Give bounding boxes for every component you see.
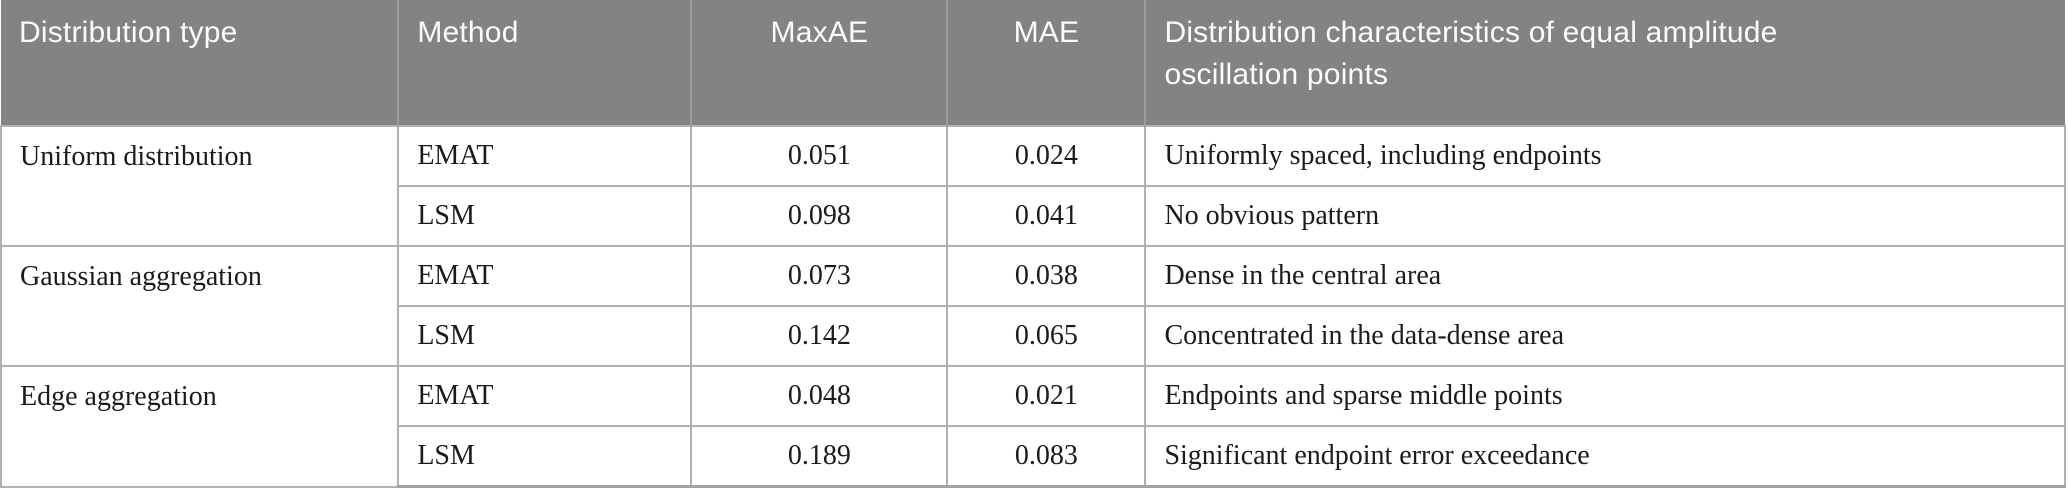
cell-distribution-type: Uniform distribution	[0, 125, 400, 247]
cell-maxae: 0.073	[690, 245, 949, 307]
cell-maxae: 0.189	[690, 425, 949, 488]
cell-method: EMAT	[397, 125, 693, 187]
cell-characteristics: No obvious pattern	[1144, 185, 2066, 247]
header-row: Distribution type Method MaxAE MAE Distr…	[1, 0, 2065, 126]
table-body: Uniform distribution EMAT 0.051 0.024 Un…	[0, 125, 2066, 488]
header-cell-method: Method	[398, 0, 693, 126]
cell-method: LSM	[397, 305, 693, 367]
cell-distribution-type: Edge aggregation	[0, 365, 400, 488]
table-row: Edge aggregation EMAT 0.048 0.021 Endpoi…	[0, 365, 2066, 488]
results-table: Distribution type Method MaxAE MAE Distr…	[0, 0, 2066, 488]
table-row: LSM 0.098 0.041 No obvious pattern	[1, 185, 2066, 247]
cell-mae: 0.041	[946, 185, 1147, 247]
table-row: LSM 0.189 0.083 Significant endpoint err…	[1, 425, 2066, 488]
cell-maxae: 0.048	[690, 365, 949, 427]
table-row: Gaussian aggregation EMAT 0.073 0.038 De…	[0, 245, 2066, 367]
table-row: Uniform distribution EMAT 0.051 0.024 Un…	[0, 125, 2066, 247]
cell-method: EMAT	[397, 365, 693, 427]
table-row: LSM 0.142 0.065 Concentrated in the data…	[1, 305, 2066, 367]
table-header: Distribution type Method MaxAE MAE Distr…	[1, 0, 2065, 126]
cell-maxae: 0.142	[690, 305, 949, 367]
cell-characteristics: Dense in the central area	[1144, 245, 2066, 307]
header-cell-distribution-type: Distribution type	[1, 0, 400, 126]
cell-mae: 0.065	[946, 305, 1147, 367]
cell-characteristics: Concentrated in the data-dense area	[1144, 305, 2066, 367]
cell-characteristics: Uniformly spaced, including endpoints	[1144, 125, 2066, 187]
header-cell-mae: MAE	[947, 0, 1147, 126]
cell-characteristics: Endpoints and sparse middle points	[1144, 365, 2066, 427]
header-cell-maxae: MaxAE	[691, 0, 949, 126]
cell-mae: 0.024	[946, 125, 1147, 187]
header-characteristics-label: Distribution characteristics of equal am…	[1164, 16, 1778, 91]
header-cell-characteristics: Distribution characteristics of equal am…	[1145, 0, 2065, 126]
cell-method: LSM	[397, 425, 693, 488]
cell-characteristics: Significant endpoint error exceedance	[1144, 425, 2066, 488]
cell-method: LSM	[397, 185, 693, 247]
cell-method: EMAT	[397, 245, 693, 307]
cell-mae: 0.083	[946, 425, 1147, 488]
cell-mae: 0.021	[946, 365, 1147, 427]
cell-distribution-type: Gaussian aggregation	[0, 245, 400, 367]
cell-mae: 0.038	[946, 245, 1147, 307]
cell-maxae: 0.098	[690, 185, 949, 247]
cell-maxae: 0.051	[690, 125, 949, 187]
